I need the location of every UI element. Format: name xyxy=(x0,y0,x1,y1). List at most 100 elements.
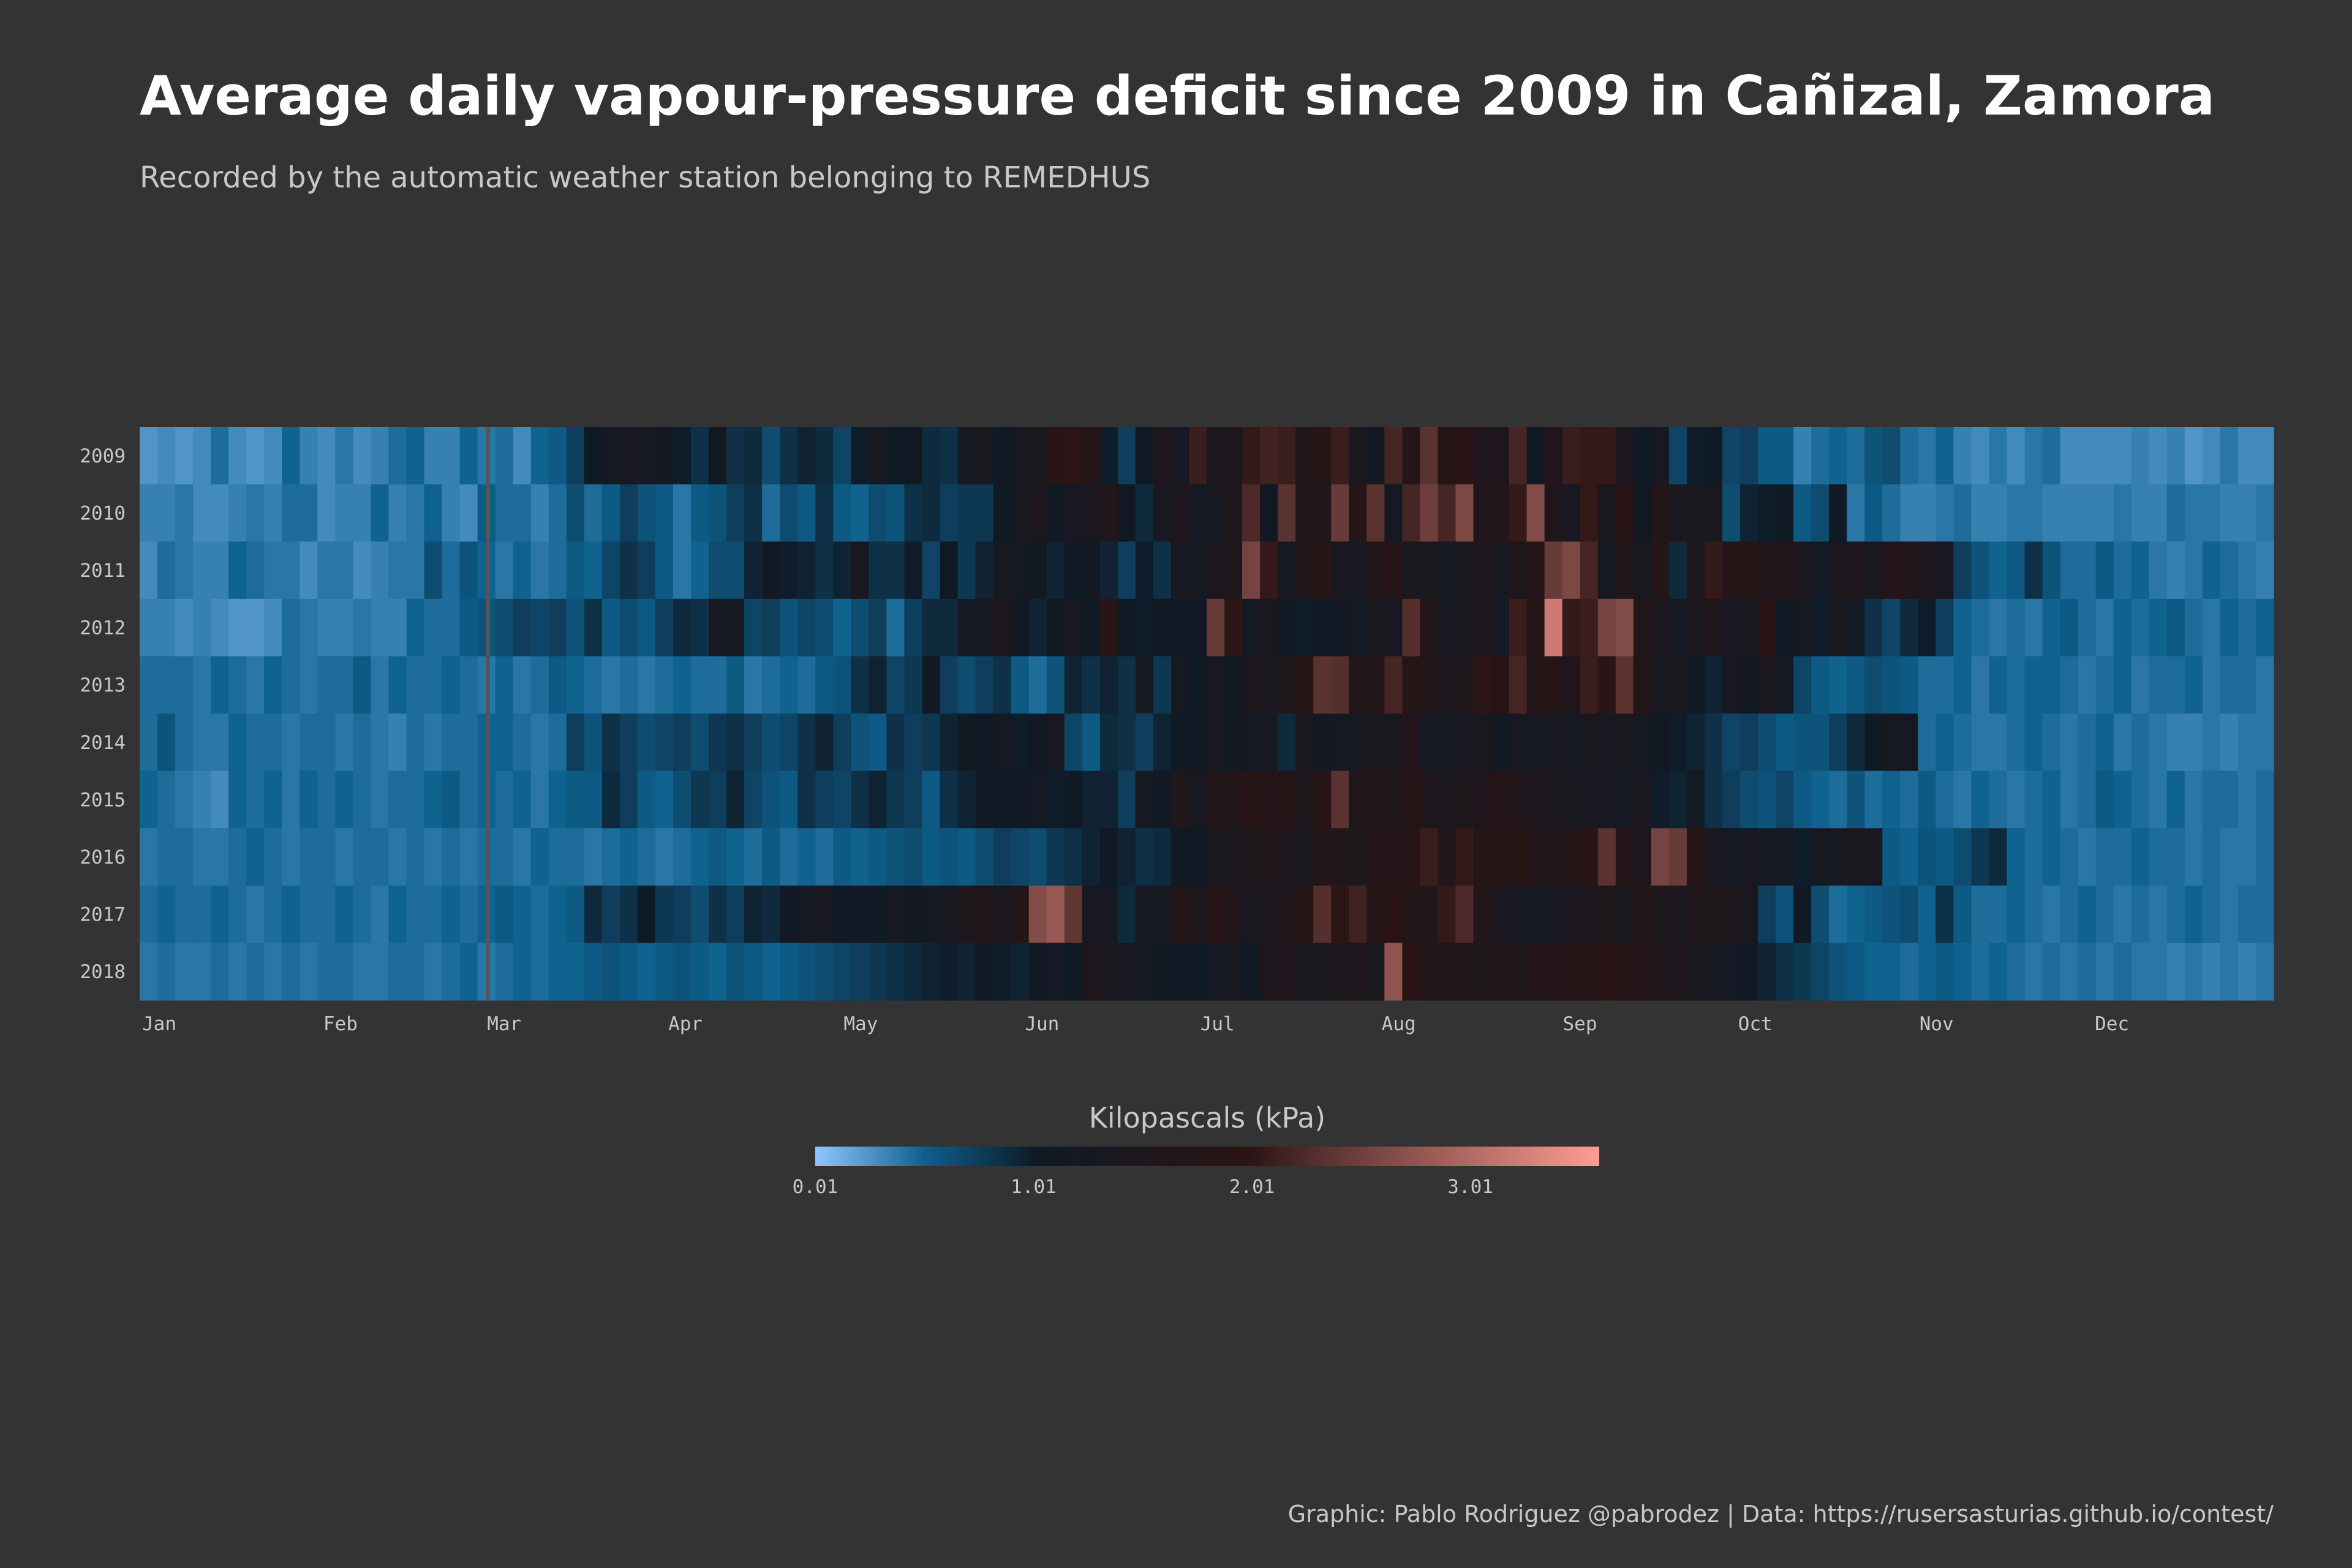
heatmap-cell xyxy=(780,656,798,714)
heatmap-cell xyxy=(1936,714,1954,772)
heatmap-cell xyxy=(2131,427,2150,485)
heatmap-cell xyxy=(1722,828,1741,886)
heatmap-cell xyxy=(2255,656,2274,714)
heatmap-cell xyxy=(1900,598,1918,657)
heatmap-cell xyxy=(1473,771,1492,829)
heatmap-cell xyxy=(673,656,692,714)
heatmap-cell xyxy=(2184,656,2203,714)
heatmap-cell xyxy=(1847,484,1865,542)
heatmap-cell xyxy=(2220,484,2239,542)
heatmap-cell xyxy=(1064,484,1083,542)
heatmap-cell xyxy=(2237,484,2256,542)
heatmap-cell xyxy=(1562,427,1581,485)
heatmap-cell xyxy=(1829,427,1847,485)
heatmap-cell xyxy=(797,427,816,485)
heatmap-cell xyxy=(406,714,425,772)
heatmap-cell xyxy=(193,598,211,657)
heatmap-cell xyxy=(2024,598,2043,657)
heatmap-cell xyxy=(548,427,567,485)
heatmap-cell xyxy=(2078,943,2097,1001)
heatmap-cell xyxy=(1847,541,1865,600)
heatmap-cell xyxy=(851,541,869,600)
heatmap-cell xyxy=(1082,771,1101,829)
heatmap-cell xyxy=(1366,714,1385,772)
heatmap-cell xyxy=(1366,771,1385,829)
heatmap-cell xyxy=(940,714,959,772)
heatmap-cell xyxy=(993,598,1012,657)
heatmap-cell xyxy=(1224,943,1243,1001)
heatmap-cell xyxy=(2237,598,2256,657)
heatmap-cell xyxy=(1278,598,1296,657)
heatmap-cell xyxy=(424,828,443,886)
heatmap-cell xyxy=(744,771,763,829)
heatmap-cell xyxy=(975,828,994,886)
heatmap-cell xyxy=(655,771,674,829)
heatmap-cell xyxy=(1117,427,1136,485)
heatmap-cell xyxy=(1402,771,1420,829)
heatmap-cell xyxy=(175,828,194,886)
colorbar-title: Kilopascals (kPa) xyxy=(1089,1101,1325,1134)
heatmap-cell xyxy=(2220,656,2239,714)
heatmap-cell xyxy=(762,714,780,772)
heatmap-cell xyxy=(940,771,959,829)
heatmap-cell xyxy=(1349,656,1367,714)
heatmap-cell xyxy=(1793,598,1812,657)
heatmap-cell xyxy=(726,427,745,485)
heatmap-cell xyxy=(2166,484,2185,542)
heatmap-cell xyxy=(566,541,585,600)
heatmap-cell xyxy=(1331,771,1349,829)
heatmap-cell xyxy=(335,656,353,714)
heatmap-cell xyxy=(1544,771,1563,829)
heatmap-cell xyxy=(1758,828,1776,886)
heatmap-cell xyxy=(601,427,620,485)
heatmap-cell xyxy=(1544,885,1563,943)
heatmap-cell xyxy=(1509,714,1528,772)
heatmap-cell xyxy=(1758,541,1776,600)
heatmap-cell xyxy=(2237,714,2256,772)
heatmap-cell xyxy=(1615,943,1634,1001)
heatmap-cell xyxy=(1722,885,1741,943)
heatmap-cell xyxy=(762,771,780,829)
heatmap-cell xyxy=(957,484,976,542)
heatmap-cell xyxy=(1526,598,1545,657)
heatmap-cell xyxy=(2060,771,2079,829)
heatmap-cell xyxy=(1668,771,1687,829)
heatmap-cell xyxy=(2024,885,2043,943)
heatmap-cell xyxy=(673,771,692,829)
heatmap-cell xyxy=(353,885,372,943)
heatmap-cell xyxy=(1544,598,1563,657)
heatmap-cell xyxy=(300,714,318,772)
heatmap-cell xyxy=(886,427,905,485)
heatmap-cell xyxy=(2202,427,2221,485)
heatmap-cell xyxy=(442,427,461,485)
heatmap-cell xyxy=(157,771,176,829)
heatmap-cell xyxy=(1829,541,1847,600)
heatmap-cell xyxy=(1509,885,1528,943)
heatmap-cell xyxy=(2255,885,2274,943)
heatmap-cell xyxy=(1864,943,1883,1001)
heatmap-cell xyxy=(1597,828,1616,886)
heatmap-cell xyxy=(1864,656,1883,714)
heatmap-cell xyxy=(1811,484,1830,542)
heatmap-cell xyxy=(1580,541,1599,600)
heatmap-cell xyxy=(228,771,247,829)
heatmap-cell xyxy=(1260,714,1278,772)
heatmap-cell xyxy=(904,541,923,600)
heatmap-cell xyxy=(513,656,532,714)
heatmap-cell xyxy=(424,771,443,829)
heatmap-cell xyxy=(1882,714,1901,772)
heatmap-cell xyxy=(1971,885,1990,943)
heatmap-cell xyxy=(1811,541,1830,600)
heatmap-cell xyxy=(922,828,941,886)
heatmap-cell xyxy=(1686,771,1705,829)
heatmap-cell xyxy=(780,828,798,886)
heatmap-cell xyxy=(1260,656,1278,714)
heatmap-cell xyxy=(2024,943,2043,1001)
heatmap-cell xyxy=(566,598,585,657)
heatmap-cell xyxy=(1153,828,1172,886)
heatmap-cell xyxy=(1349,828,1367,886)
heatmap-cell xyxy=(1829,714,1847,772)
heatmap-cell xyxy=(2060,484,2079,542)
heatmap-cell xyxy=(566,714,585,772)
heatmap-cell xyxy=(1882,885,1901,943)
